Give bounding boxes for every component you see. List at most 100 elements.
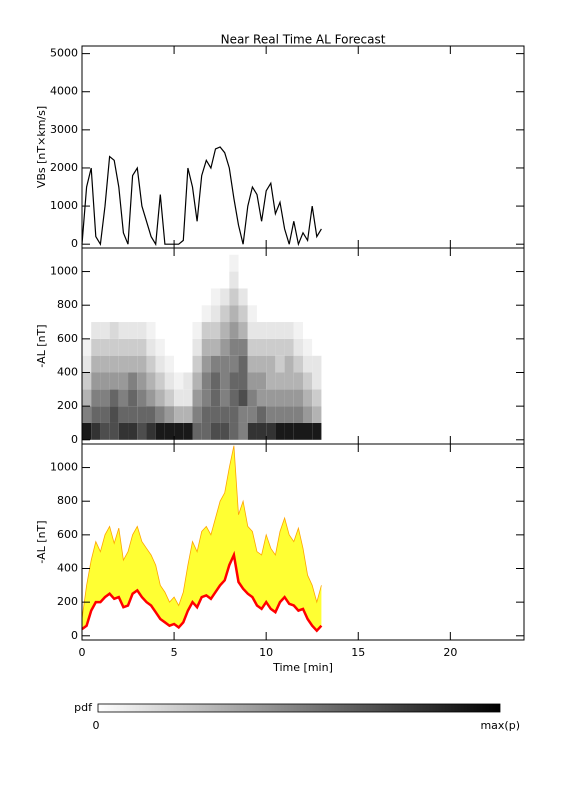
heat-cell [238,355,248,373]
heat-cell [275,422,285,440]
heat-cell [128,271,138,289]
heat-cell [293,271,303,289]
heat-cell [100,355,110,373]
line [81,146,322,247]
heat-cell [128,338,138,356]
heat-cell [146,422,156,440]
heat-cell [229,406,239,423]
heat-cell [118,389,129,407]
heat-cell [91,406,101,423]
heat-cell [284,305,294,323]
heat-cell [229,355,239,373]
line [81,445,322,620]
heat-cell [100,389,110,407]
heat-cell [220,372,230,390]
heat-cell [164,322,175,339]
heat-cell [146,338,156,356]
heat-cell [284,422,294,440]
heat-cell [100,338,110,356]
heat-cell [91,254,101,272]
y-axis-label: -AL [nT] [35,520,48,563]
heat-cell [312,338,322,356]
heat-cell [220,254,230,272]
heat-cell [293,254,303,272]
heat-cell [238,254,248,272]
heat-cell [118,372,129,390]
y-tick-label: 1000 [50,199,78,212]
heat-cell [266,355,276,373]
y-tick-label: 0 [71,629,78,642]
heat-cell [256,271,267,289]
heat-cell [210,422,221,440]
heat-cell [91,338,101,356]
y-tick-label: 600 [57,332,78,345]
y-tick-label: 3000 [50,123,78,136]
heat-cell [201,322,211,339]
heat-cell [118,338,129,356]
heat-cell [183,254,193,272]
heat-cell [256,338,267,356]
heat-cell [210,338,221,356]
heat-cell [275,389,285,407]
heat-cell [183,305,193,323]
heat-cell [275,305,285,323]
y-tick-label: 5000 [50,47,78,60]
heat-cell [174,254,184,272]
heat-cell [137,372,147,390]
heat-cell [293,372,303,390]
heat-cell [82,422,92,440]
panel: 0 200 400 600 800 1000 -AL [nT] [35,247,525,446]
colorbar-max: max(p) [480,719,520,732]
frame [81,443,525,641]
colorbar-label: pdf [74,701,93,714]
heat-cell [164,305,175,323]
heat-cell [146,288,156,306]
y-tick-label: 600 [57,528,78,541]
heat-cell [247,372,257,390]
heat-cell [201,422,211,440]
heat-cell [109,389,119,407]
heat-cell [174,322,184,339]
y-tick-label: 4000 [50,85,78,98]
heat-cell [201,254,211,272]
heat-cell [100,254,110,272]
panel: 0 1000 2000 3000 4000 5000 VBs [nT×km/s] [35,45,525,250]
heat-cell [220,355,230,373]
heat-cell [312,254,322,272]
heat-cell [256,254,267,272]
x-tick-label: 20 [443,646,457,659]
heat-cell [229,322,239,339]
heat-cell [174,422,184,440]
heat-cell [100,288,110,306]
heat-cell [220,288,230,306]
x-tick-label: 15 [351,646,365,659]
heat-cell [137,355,147,373]
heat-cell [137,389,147,407]
heat-cell [256,372,267,390]
heat-cell [137,288,147,306]
heat-cell [201,338,211,356]
plot-area [81,146,322,247]
heat-cell [183,422,193,440]
heat-cell [164,406,175,423]
heat-cell [293,406,303,423]
y-tick-label: 0 [71,237,78,250]
heat-cell [174,355,184,373]
heat-cell [192,355,202,373]
y-tick-label: 1000 [50,461,78,474]
heat-cell [303,305,313,323]
heat-cell [229,422,239,440]
heat-cell [312,406,322,423]
heat-cell [128,322,138,339]
heat-cell [174,271,184,289]
heat-cell [256,389,267,407]
heat-cell [155,372,165,390]
heat-cell [82,338,92,356]
heat-cell [155,406,165,423]
heat-cell [174,288,184,306]
heat-cell [210,406,221,423]
heat-cell [275,406,285,423]
heat-cell [128,422,138,440]
heat-cell [164,372,175,390]
heat-cell [174,389,184,407]
